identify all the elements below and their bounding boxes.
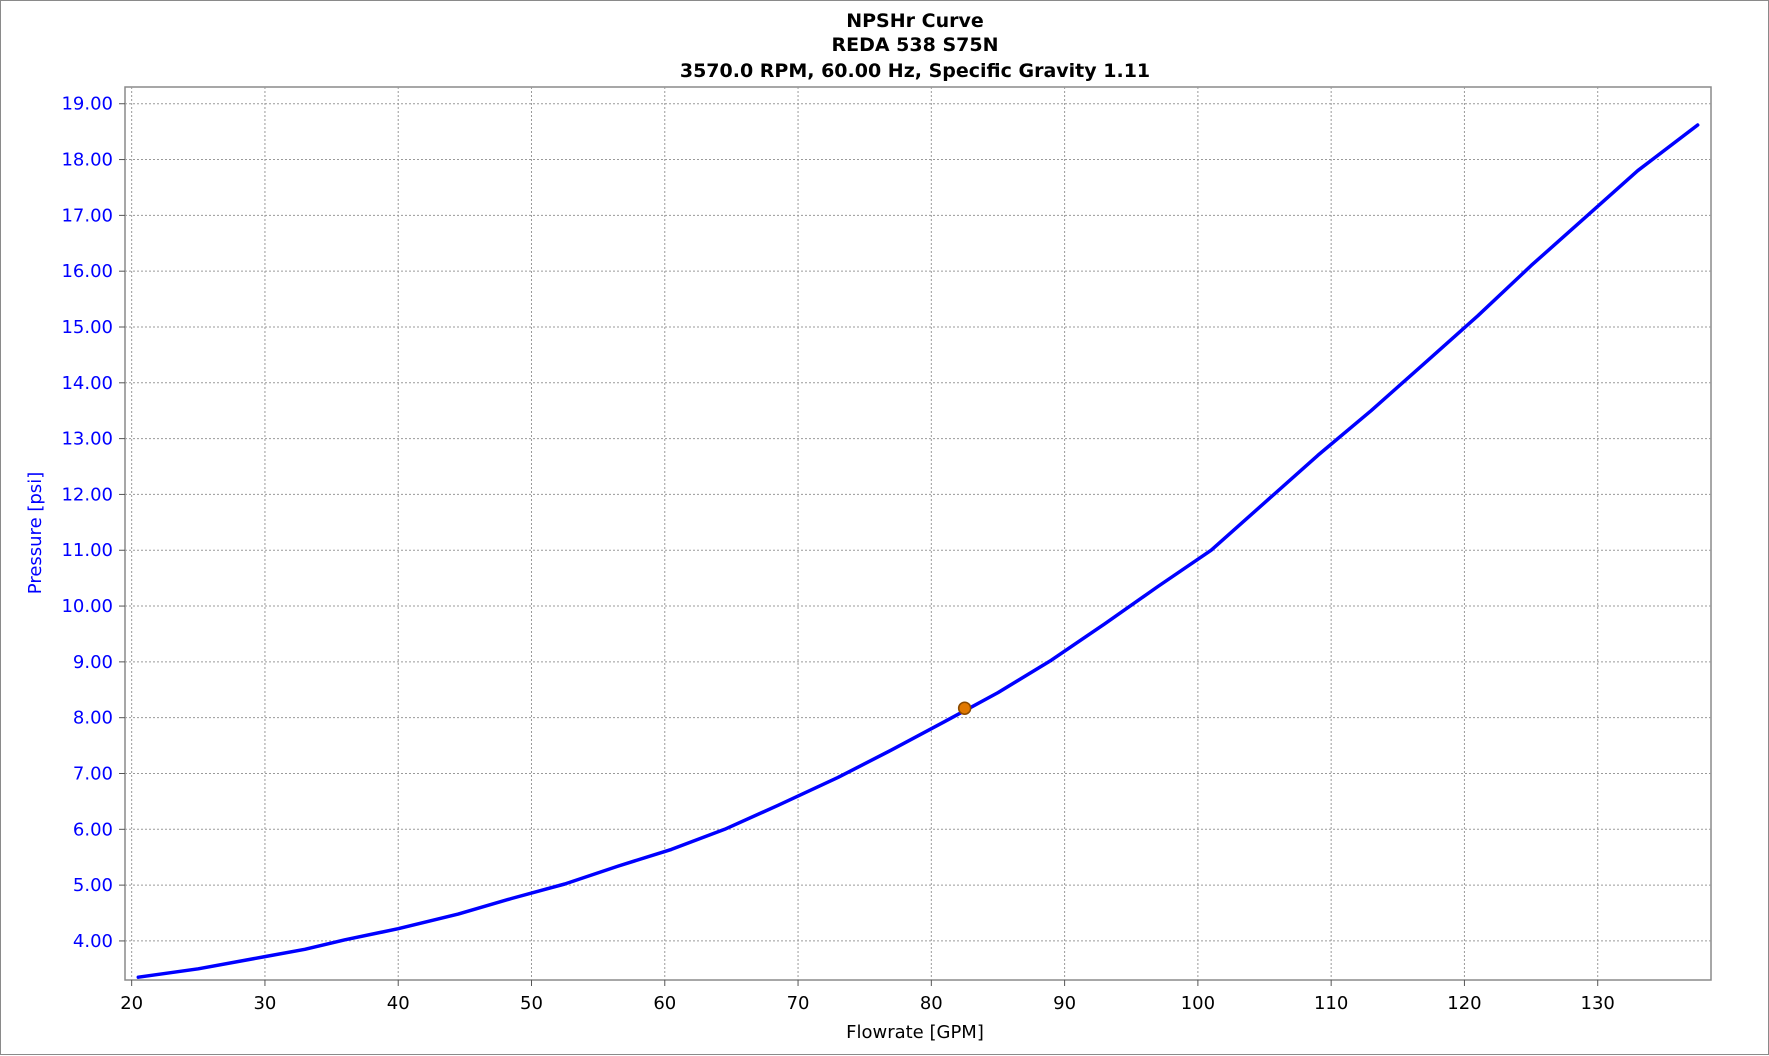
x-tick-label: 120 [1447,993,1481,1014]
x-tick-label: 30 [253,993,276,1014]
x-axis-label: Flowrate [GPM] [846,1022,984,1043]
y-tick-label: 4.00 [73,931,113,952]
y-tick-label: 14.00 [61,373,113,394]
y-tick-label: 13.00 [61,429,113,450]
y-tick-label: 17.00 [61,205,113,226]
y-tick-label: 6.00 [73,819,113,840]
y-tick-label: 7.00 [73,763,113,784]
chart-subtitle-conditions: 3570.0 RPM, 60.00 Hz, Specific Gravity 1… [680,60,1150,82]
y-axis-ticks: 4.00 5.00 6.00 7.00 8.00 9.00 10.00 11.00 12.00 1… [61,94,125,952]
npshr-series-line [136,123,1700,979]
chart-subtitle-model: REDA 538 S75N [831,34,998,56]
y-tick-label: 9.00 [73,652,113,673]
plot-area [124,86,1712,981]
y-tick-label: 5.00 [73,875,113,896]
x-tick-label: 110 [1314,993,1348,1014]
y-axis-label: Pressure [psi] [25,472,46,594]
y-tick-label: 8.00 [73,708,113,729]
y-tick-label: 10.00 [61,596,113,617]
x-tick-label: 70 [787,993,810,1014]
x-tick-label: 20 [120,993,143,1014]
operating-point-marker[interactable] [957,701,972,715]
x-tick-label: 100 [1181,993,1215,1014]
series-group [136,123,1700,979]
x-tick-label: 90 [1053,993,1076,1014]
x-tick-label: 50 [520,993,543,1014]
y-tick-label: 18.00 [61,150,113,171]
x-tick-label: 60 [653,993,676,1014]
grid-lines [125,87,1711,980]
y-tick-label: 15.00 [61,317,113,338]
y-tick-label: 19.00 [61,94,113,115]
x-axis-ticks: 20 30 40 50 60 70 80 90 100 110 120 130 [120,980,1615,1014]
x-tick-label: 40 [387,993,410,1014]
y-tick-label: 12.00 [61,484,113,505]
chart-title: NPSHr Curve [846,10,984,32]
x-tick-label: 80 [920,993,943,1014]
x-tick-label: 130 [1581,993,1615,1014]
y-tick-label: 11.00 [61,540,113,561]
y-tick-label: 16.00 [61,261,113,282]
